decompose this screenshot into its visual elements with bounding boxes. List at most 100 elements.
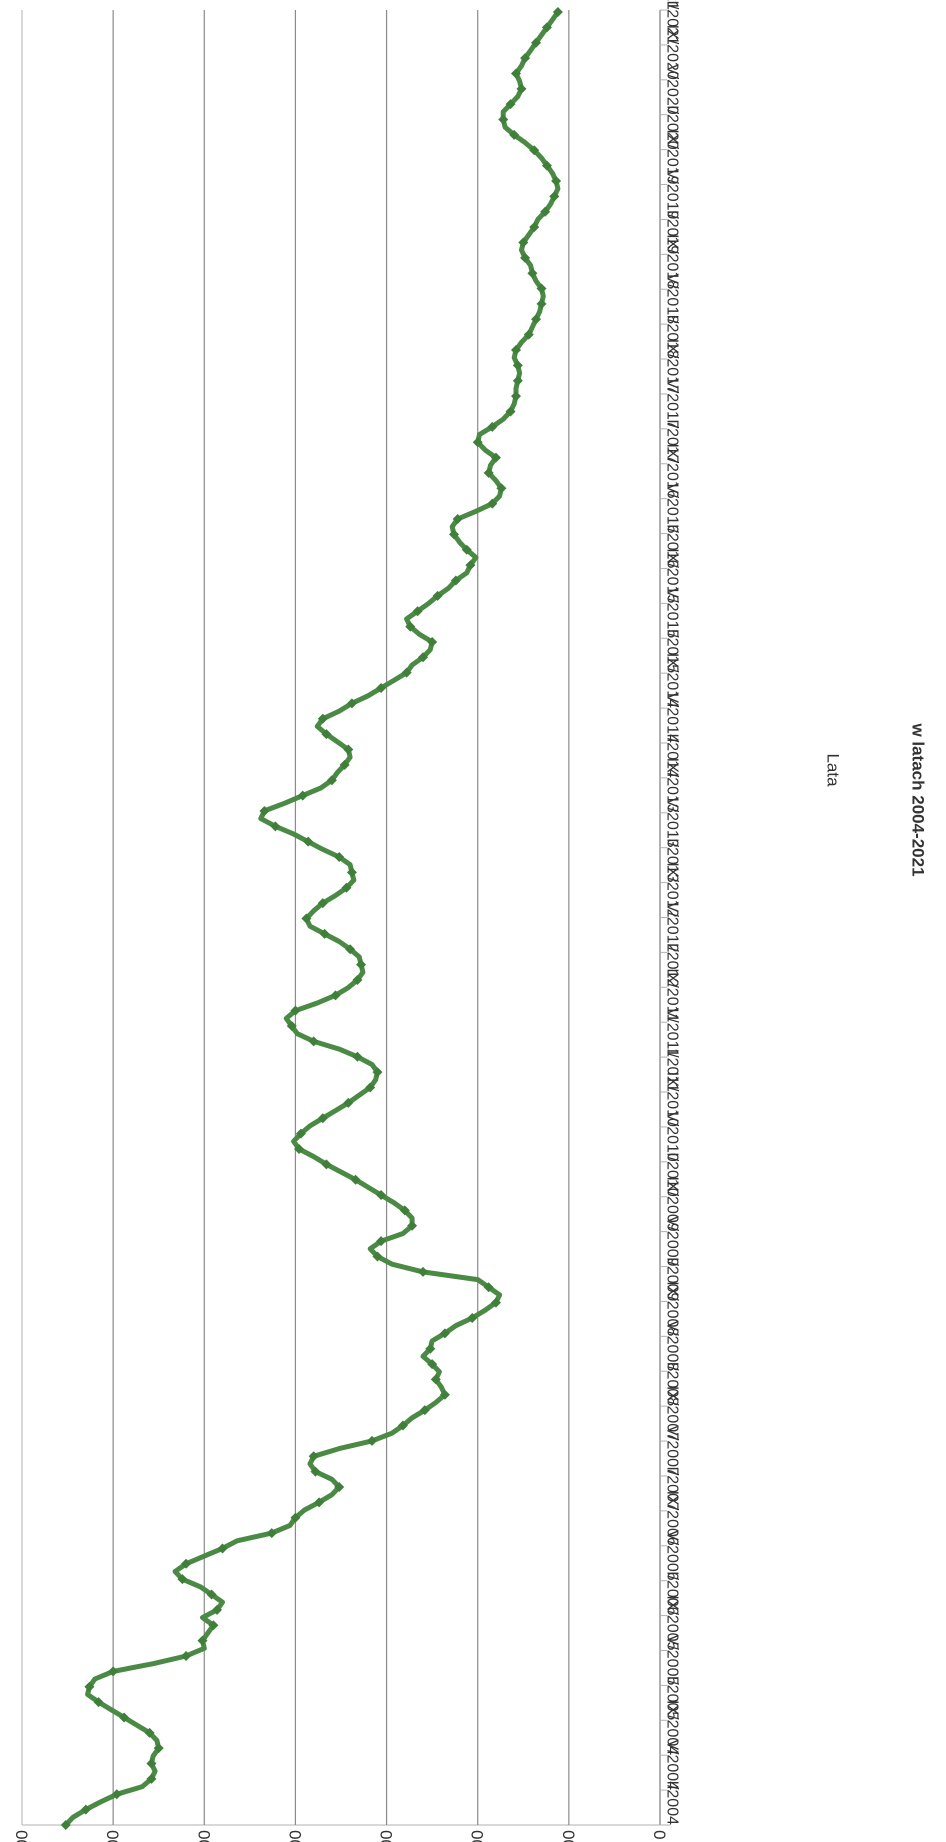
category-label: V/2021 (664, 0, 681, 10)
category-label: I/2011 (664, 1049, 681, 1092)
data-point (301, 913, 312, 924)
data-point (536, 283, 547, 294)
data-point (352, 974, 363, 985)
data-point (144, 1727, 155, 1738)
data-point (321, 729, 332, 740)
category-label: IX/2019 (664, 129, 681, 184)
category-label: V/2004 (664, 1739, 681, 1790)
data-point (290, 1005, 301, 1016)
data-point (111, 1789, 122, 1800)
data-point (472, 437, 483, 448)
data-point (345, 944, 356, 955)
data-point (334, 852, 345, 863)
category-label: I/2012 (664, 943, 681, 988)
data-point (317, 713, 328, 724)
data-point (146, 1758, 157, 1769)
data-point (529, 222, 540, 233)
category-label: V/2009 (664, 1216, 681, 1267)
data-point (512, 360, 523, 371)
data-point (540, 206, 551, 217)
data-point (321, 1159, 332, 1170)
data-point (412, 606, 423, 617)
data-point (343, 744, 354, 755)
category-label: V/2006 (664, 1530, 681, 1581)
category-label: IX/2014 (664, 653, 681, 708)
data-point (108, 1666, 119, 1677)
data-point (317, 898, 328, 909)
data-point (439, 1328, 450, 1339)
value-tick-label: 1500 (377, 1830, 396, 1842)
chart-title: w latach 2004-2021 (909, 722, 928, 876)
data-point (146, 1773, 157, 1784)
data-point (350, 1174, 361, 1185)
category-label: V/2011 (664, 1008, 681, 1058)
data-point (326, 775, 337, 786)
data-point (452, 514, 463, 525)
category-label: V/2005 (664, 1635, 681, 1686)
data-point (467, 1312, 478, 1323)
data-point (372, 1067, 383, 1078)
category-label: V/2018 (664, 273, 681, 324)
data-point (483, 467, 494, 478)
data-point (346, 698, 357, 709)
data-point (177, 1574, 188, 1585)
value-tick-label: 500 (559, 1830, 578, 1842)
data-point (372, 1251, 383, 1262)
category-label: IX/2007 (664, 1386, 681, 1441)
data-point (314, 1497, 325, 1508)
data-point (461, 544, 472, 555)
category-label: IX/2009 (664, 1176, 681, 1231)
data-point (310, 1466, 321, 1477)
category-label: V/2014 (664, 692, 681, 743)
value-tick-label: 3000 (104, 1830, 123, 1842)
data-point (510, 68, 521, 79)
category-label: IX/2020 (664, 25, 681, 80)
category-label: IX/2017 (664, 339, 681, 394)
data-point (483, 1282, 494, 1293)
data-point (295, 1128, 306, 1139)
value-tick-label: 3500 (13, 1830, 32, 1842)
data-point (397, 1420, 408, 1431)
data-point (490, 452, 501, 463)
data-point (60, 1820, 71, 1830)
data-point (512, 375, 523, 386)
category-label: V/2007 (664, 1425, 681, 1476)
data-point (399, 1205, 410, 1216)
category-label: I/2013 (664, 838, 681, 883)
data-point (432, 590, 443, 601)
category-label: IX/2008 (664, 1281, 681, 1336)
data-point (529, 145, 540, 156)
category-label: IX/2015 (664, 548, 681, 603)
data-point (197, 1635, 208, 1646)
data-point (153, 1743, 164, 1754)
plot-area (21, 7, 670, 1830)
value-tick-label: 0 (651, 1830, 670, 1839)
data-point (510, 391, 521, 402)
data-point (487, 421, 498, 432)
category-label: IX/2006 (664, 1491, 681, 1546)
data-point (531, 314, 542, 325)
data-point (346, 867, 357, 878)
data-point (208, 1620, 219, 1631)
data-point (317, 1113, 328, 1124)
data-point (552, 7, 563, 17)
value-tick-label: 1000 (468, 1830, 487, 1842)
data-point (418, 1266, 429, 1277)
value-tick-label: 2500 (195, 1830, 214, 1842)
data-point (93, 1697, 104, 1708)
data-point (376, 1190, 387, 1201)
data-point (343, 1097, 354, 1108)
category-label: V/2019 (664, 169, 681, 220)
data-point (334, 1481, 345, 1492)
category-label: V/2012 (664, 902, 681, 953)
data-point (181, 1558, 192, 1569)
data-point (217, 1543, 228, 1554)
data-point (536, 298, 547, 309)
data-point (259, 805, 270, 816)
data-point (520, 53, 531, 64)
category-label: I/2015 (664, 629, 681, 674)
category-label: I/2006 (664, 1571, 681, 1616)
data-point (341, 882, 352, 893)
data-point (405, 621, 416, 632)
data-point (212, 1604, 223, 1615)
